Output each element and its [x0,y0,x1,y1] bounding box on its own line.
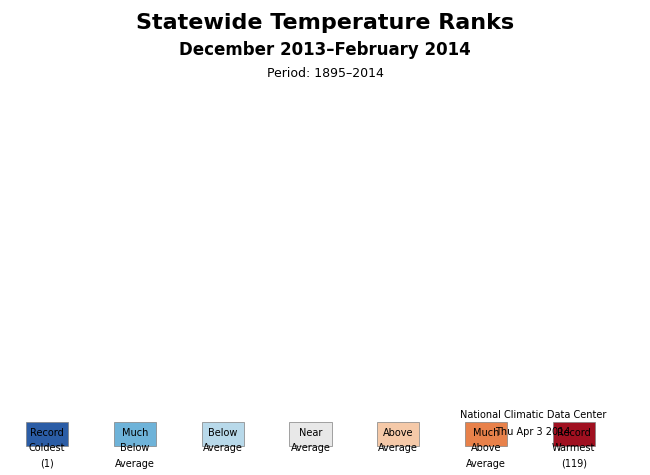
Text: Coldest: Coldest [29,443,66,453]
Text: Average: Average [203,443,242,453]
Text: Average: Average [378,443,418,453]
Text: Much: Much [473,428,499,438]
Text: Below: Below [208,428,237,438]
FancyBboxPatch shape [552,422,595,446]
Text: Above: Above [383,428,413,438]
FancyBboxPatch shape [377,422,419,446]
Text: (1): (1) [40,459,54,469]
Text: Period: 1895–2014: Period: 1895–2014 [266,66,384,80]
FancyBboxPatch shape [202,422,244,446]
Text: Much: Much [122,428,148,438]
Text: Record: Record [31,428,64,438]
Text: Average: Average [115,459,155,469]
Text: Statewide Temperature Ranks: Statewide Temperature Ranks [136,13,514,33]
FancyBboxPatch shape [26,422,68,446]
Text: Above: Above [471,443,501,453]
FancyBboxPatch shape [289,422,332,446]
Text: December 2013–February 2014: December 2013–February 2014 [179,41,471,59]
Text: Record: Record [557,428,590,438]
Text: Average: Average [466,459,506,469]
Text: Thu Apr 3 2014: Thu Apr 3 2014 [495,427,571,437]
FancyBboxPatch shape [465,422,507,446]
Text: (119): (119) [560,459,586,469]
Text: Average: Average [291,443,330,453]
Text: National Climatic Data Center: National Climatic Data Center [460,410,606,420]
FancyBboxPatch shape [114,422,156,446]
Text: Near: Near [299,428,322,438]
Text: Warmest: Warmest [552,443,595,453]
Text: Below: Below [120,443,150,453]
